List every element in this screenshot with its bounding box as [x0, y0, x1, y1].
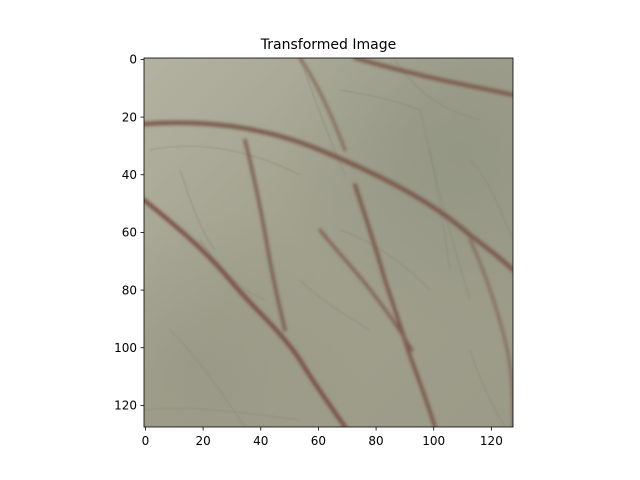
axes-border	[143, 57, 514, 428]
creases	[144, 58, 513, 427]
crease-top-left-diagonal	[298, 58, 347, 152]
x-tick-label: 80	[368, 434, 383, 448]
chart-title: Transformed Image	[260, 37, 396, 53]
x-tick-label: 120	[480, 434, 503, 448]
fine-line-5	[419, 109, 451, 271]
y-tick-label: 0	[129, 53, 137, 67]
crease-left-long	[144, 197, 348, 427]
x-tick-label: 60	[311, 434, 326, 448]
fine-line-1	[299, 58, 346, 176]
crease-top-right	[353, 58, 513, 97]
y-tick-label: 60	[122, 226, 137, 240]
crease-main-arc	[144, 120, 513, 273]
fine-line-9	[299, 279, 371, 331]
fine-line-12	[339, 229, 431, 291]
axes-frame	[143, 57, 514, 428]
y-tick-label: 20	[122, 110, 137, 124]
fine-line-8	[144, 407, 301, 421]
fine-line-3	[149, 145, 301, 176]
y-tick-label: 120	[114, 399, 137, 413]
y-axis: 0 20 40 60 80 100 120	[114, 53, 144, 413]
fine-line-4	[429, 149, 471, 301]
fine-line-13	[339, 89, 421, 111]
y-tick-label: 40	[122, 168, 137, 182]
x-tick-label: 20	[195, 434, 210, 448]
crease-right-vertical-2	[318, 228, 414, 352]
fine-line-14	[469, 349, 506, 427]
x-tick-label: 40	[253, 434, 268, 448]
image-shade-bottom-left	[144, 58, 513, 427]
x-tick-label: 100	[422, 434, 445, 448]
fine-line-7	[169, 329, 246, 427]
y-tick-label: 80	[122, 283, 137, 297]
crease-right-vertical-1	[353, 183, 437, 427]
crease-right-edge	[468, 238, 513, 427]
crease-center-vertical	[243, 138, 287, 332]
x-axis: 0 20 40 60 80 100 120	[142, 427, 503, 448]
x-tick-label: 0	[142, 434, 150, 448]
y-tick-label: 100	[114, 341, 137, 355]
image-content	[144, 58, 513, 427]
fine-line-6	[469, 159, 513, 241]
fine-line-11	[179, 169, 216, 251]
